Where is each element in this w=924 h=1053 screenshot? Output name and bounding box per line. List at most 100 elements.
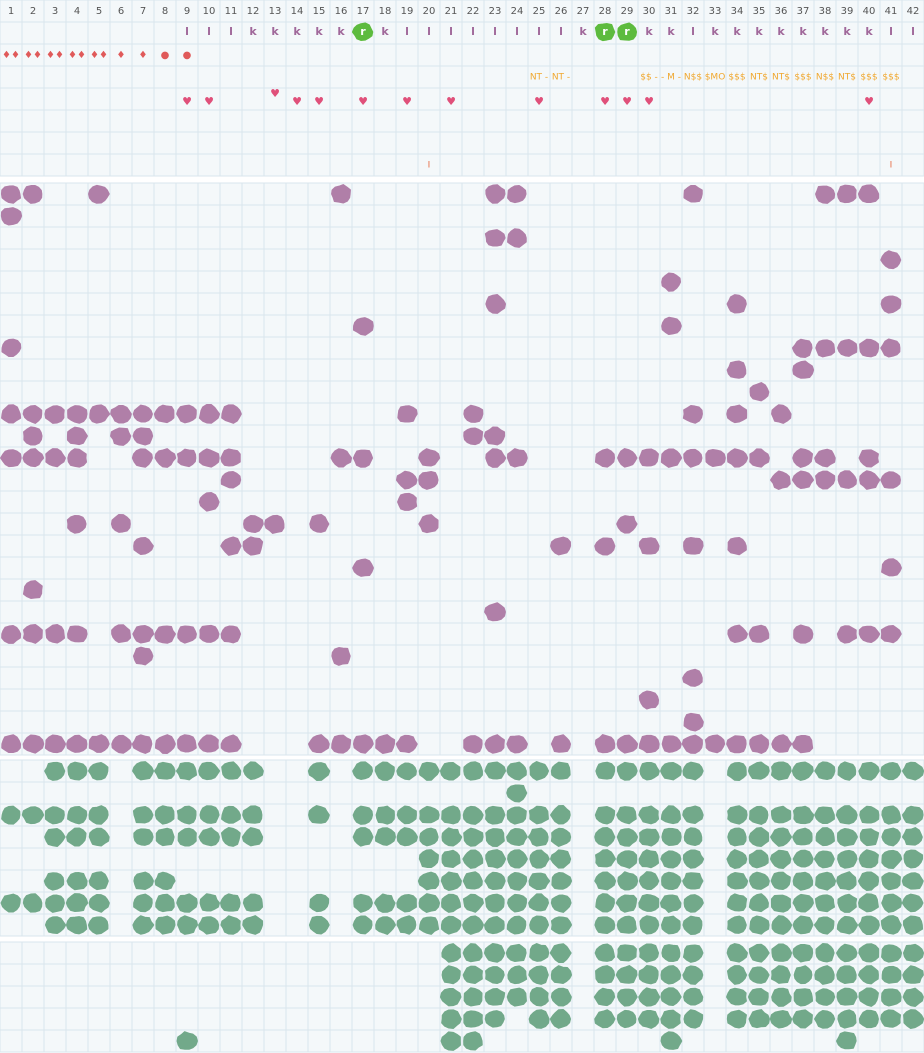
cell-blob [792,893,814,913]
cell-blob [463,735,483,754]
cell-blob [792,915,814,935]
cell-blob [660,1031,683,1050]
cell-blob [638,943,660,963]
cell-blob [395,470,418,490]
cell-blob [836,915,859,935]
cell-blob [153,761,176,780]
cell-blob [176,893,198,913]
cell-blob [0,207,23,226]
cell-blob [177,827,197,847]
cell-blob [439,988,462,1007]
column-number: 39 [841,6,854,17]
cell-blob [395,734,418,754]
cell-blob [331,734,352,754]
cell-blob [815,943,835,963]
letter-marker: k [843,25,851,38]
cell-blob [638,805,660,825]
letter-marker: k [733,25,741,38]
column-number: 19 [401,6,414,17]
cell-blob [132,404,153,423]
cell-blob [22,448,45,468]
cell-blob [880,625,902,644]
cell-blob [177,915,199,935]
heart-marker: ♥ [864,95,874,108]
cell-blob [594,943,616,962]
cell-blob [683,1009,704,1029]
cell-blob [617,988,638,1007]
cell-blob [197,734,219,753]
cell-blob [440,871,462,891]
cell-blob [813,916,835,935]
cell-blob [858,915,880,935]
cell-blob [726,735,747,754]
cell-blob [837,1009,857,1029]
letter-marker: l [559,25,563,38]
cell-blob [67,761,88,781]
cell-blob [661,272,682,292]
cell-blob [814,965,835,985]
cell-blob [660,987,682,1006]
cell-blob [418,849,439,869]
heart-marker: ♥ [622,95,632,108]
cell-blob [176,448,197,468]
cell-blob [771,987,792,1007]
column-number: 29 [621,6,634,17]
cell-blob [506,784,528,803]
cell-blob [726,849,748,869]
cell-blob [528,965,549,985]
cell-blob [441,805,461,825]
cell-blob [198,916,220,935]
cell-blob [220,536,242,556]
code-marker: $$$ [728,73,745,83]
cell-blob [132,625,155,644]
cell-blob [681,734,703,754]
cell-blob [463,1031,483,1051]
cell-blob [639,915,660,935]
cell-blob [133,893,153,913]
cell-blob [485,448,507,468]
cell-blob [418,514,439,534]
column-number: 32 [687,6,700,17]
cell-blob [22,404,43,424]
letter-marker: l [449,25,453,38]
cell-blob [683,712,704,732]
cell-blob [660,915,681,935]
cell-blob [550,536,572,556]
code-marker: $$ - [640,73,658,83]
cell-blob [396,915,417,935]
cell-blob [88,871,109,891]
column-number: 40 [863,6,876,17]
cell-blob [726,1009,747,1029]
cell-blob [771,404,792,424]
cell-blob [507,849,528,869]
cell-blob [858,943,880,963]
cell-blob [837,761,857,781]
cell-blob [660,448,683,468]
cell-blob [639,761,660,781]
cell-blob [67,448,88,468]
cell-blob [683,894,704,913]
column-number: 18 [379,6,392,17]
cell-blob [550,734,572,753]
cell-blob [901,872,924,890]
cell-blob [549,1009,572,1029]
cell-blob [616,734,639,754]
cell-blob [638,987,661,1007]
cell-blob [176,404,197,424]
cell-blob [791,761,814,781]
cell-blob [793,624,814,644]
column-number: 1 [8,6,14,17]
cell-blob [902,987,924,1007]
cell-blob [617,448,638,468]
cell-blob [87,916,109,935]
cell-blob [594,916,616,935]
cell-blob [858,1009,879,1029]
cell-blob [199,624,220,643]
cell-blob [375,827,396,846]
cell-blob [770,871,791,890]
cell-blob [462,965,483,984]
cell-blob [1,404,22,424]
cell-blob [529,943,550,962]
cell-blob [793,965,813,985]
